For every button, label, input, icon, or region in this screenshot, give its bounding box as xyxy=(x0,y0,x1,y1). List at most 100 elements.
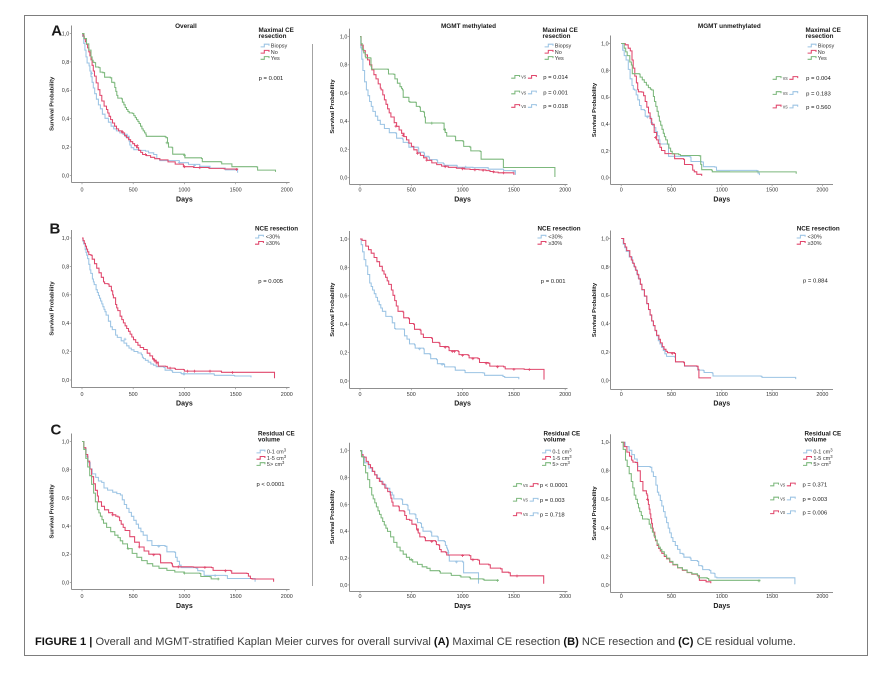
svg-text:0,8: 0,8 xyxy=(62,264,70,270)
svg-text:0: 0 xyxy=(620,187,623,193)
svg-text:Residual CE: Residual CE xyxy=(805,430,842,437)
svg-text:500: 500 xyxy=(667,594,676,600)
svg-text:resection: resection xyxy=(259,33,287,40)
svg-text:vs: vs xyxy=(780,510,786,516)
svg-text:1-5 cm3: 1-5 cm3 xyxy=(813,454,833,462)
svg-text:0,4: 0,4 xyxy=(62,117,70,123)
svg-text:2000: 2000 xyxy=(281,187,293,193)
svg-text:p = 0.001: p = 0.001 xyxy=(259,76,284,82)
svg-text:1000: 1000 xyxy=(457,594,469,600)
svg-text:p = 0.371: p = 0.371 xyxy=(803,483,828,489)
svg-text:Days: Days xyxy=(713,400,730,407)
svg-text:1000: 1000 xyxy=(178,392,190,398)
svg-text:0,0: 0,0 xyxy=(340,176,348,182)
svg-text:500: 500 xyxy=(667,392,676,398)
svg-text:1500: 1500 xyxy=(508,392,520,398)
svg-text:Residual CE: Residual CE xyxy=(258,430,295,437)
svg-text:0,0: 0,0 xyxy=(340,379,348,385)
svg-text:Survival Probability: Survival Probability xyxy=(330,79,336,134)
svg-text:0: 0 xyxy=(81,187,84,193)
svg-text:1,0: 1,0 xyxy=(340,35,348,41)
svg-text:p = 0.560: p = 0.560 xyxy=(806,105,831,111)
svg-text:0,8: 0,8 xyxy=(601,469,609,475)
svg-text:0,8: 0,8 xyxy=(62,468,70,474)
svg-text:1,0: 1,0 xyxy=(340,449,348,455)
svg-text:500: 500 xyxy=(129,594,138,600)
svg-text:volume: volume xyxy=(544,436,567,443)
svg-text:vs: vs xyxy=(783,76,789,82)
svg-text:0,4: 0,4 xyxy=(62,524,70,530)
svg-text:p = 0.884: p = 0.884 xyxy=(803,279,828,285)
svg-text:Survival Probability: Survival Probability xyxy=(50,76,56,131)
svg-text:0,4: 0,4 xyxy=(601,322,609,328)
svg-text:Overall: Overall xyxy=(175,23,197,30)
svg-text:Biopsy: Biopsy xyxy=(818,44,835,50)
svg-text:p = 0.718: p = 0.718 xyxy=(540,513,565,519)
svg-text:2000: 2000 xyxy=(816,187,828,193)
svg-text:FIGURE 1 | Overall and MGMT-st: FIGURE 1 | Overall and MGMT-stratified K… xyxy=(35,636,796,648)
svg-text:0,2: 0,2 xyxy=(340,556,348,562)
svg-text:B: B xyxy=(50,221,61,238)
svg-text:p = 0.001: p = 0.001 xyxy=(541,279,566,285)
svg-text:p = 0.005: p = 0.005 xyxy=(258,279,283,285)
svg-text:Biopsy: Biopsy xyxy=(555,44,572,50)
svg-text:Yes: Yes xyxy=(818,56,827,62)
svg-text:resection: resection xyxy=(806,33,834,40)
svg-text:Days: Days xyxy=(454,197,471,204)
svg-text:1000: 1000 xyxy=(716,392,728,398)
svg-text:500: 500 xyxy=(407,594,416,600)
svg-text:No: No xyxy=(818,50,825,56)
svg-text:2000: 2000 xyxy=(559,594,571,600)
svg-text:Survival Probability: Survival Probability xyxy=(592,82,598,137)
svg-text:2000: 2000 xyxy=(816,392,828,398)
svg-text:500: 500 xyxy=(129,392,138,398)
svg-text:0,2: 0,2 xyxy=(601,554,609,560)
svg-text:vs: vs xyxy=(780,496,786,502)
svg-text:vs: vs xyxy=(783,91,789,97)
svg-text:Survival Probability: Survival Probability xyxy=(50,484,56,539)
svg-text:p = 0.018: p = 0.018 xyxy=(543,104,568,110)
svg-text:≥30%: ≥30% xyxy=(808,241,822,247)
svg-text:0,4: 0,4 xyxy=(601,122,609,128)
svg-text:1500: 1500 xyxy=(230,187,242,193)
svg-text:Biopsy: Biopsy xyxy=(271,44,288,50)
svg-text:1-5 cm3: 1-5 cm3 xyxy=(267,454,287,462)
svg-text:No: No xyxy=(555,50,562,56)
svg-text:p = 0.003: p = 0.003 xyxy=(803,497,828,503)
svg-text:2000: 2000 xyxy=(281,594,293,600)
svg-text:0-1 cm3: 0-1 cm3 xyxy=(813,448,833,456)
svg-text:vs: vs xyxy=(521,90,527,96)
svg-text:Yes: Yes xyxy=(271,56,280,62)
svg-text:0,8: 0,8 xyxy=(340,63,348,69)
svg-text:0,6: 0,6 xyxy=(62,88,70,94)
svg-text:1500: 1500 xyxy=(230,594,242,600)
svg-text:1500: 1500 xyxy=(766,187,778,193)
svg-text:Days: Days xyxy=(176,400,193,407)
svg-text:Days: Days xyxy=(454,400,471,407)
svg-text:1000: 1000 xyxy=(457,392,469,398)
svg-text:Survival Probability: Survival Probability xyxy=(592,486,598,541)
svg-text:0: 0 xyxy=(359,594,362,600)
svg-text:0-1 cm3: 0-1 cm3 xyxy=(552,448,572,456)
svg-text:1000: 1000 xyxy=(178,594,190,600)
svg-text:0,6: 0,6 xyxy=(601,293,609,299)
svg-text:Residual CE: Residual CE xyxy=(544,430,581,437)
svg-text:1,0: 1,0 xyxy=(601,440,609,446)
svg-text:0,6: 0,6 xyxy=(340,502,348,508)
svg-text:0: 0 xyxy=(359,392,362,398)
svg-text:Days: Days xyxy=(454,603,471,610)
svg-text:resection: resection xyxy=(543,33,571,40)
svg-text:MGMT unmethylated: MGMT unmethylated xyxy=(698,23,761,30)
svg-text:0,4: 0,4 xyxy=(340,322,348,328)
svg-text:0,0: 0,0 xyxy=(62,173,70,179)
svg-text:0,2: 0,2 xyxy=(62,145,70,151)
svg-text:0,6: 0,6 xyxy=(601,497,609,503)
svg-text:volume: volume xyxy=(805,436,828,443)
svg-text:vs: vs xyxy=(523,483,529,489)
svg-text:1500: 1500 xyxy=(230,392,242,398)
svg-text:0,8: 0,8 xyxy=(601,265,609,271)
svg-text:Days: Days xyxy=(713,197,730,204)
svg-text:1500: 1500 xyxy=(508,594,520,600)
svg-text:0: 0 xyxy=(81,392,84,398)
svg-text:2000: 2000 xyxy=(281,392,293,398)
